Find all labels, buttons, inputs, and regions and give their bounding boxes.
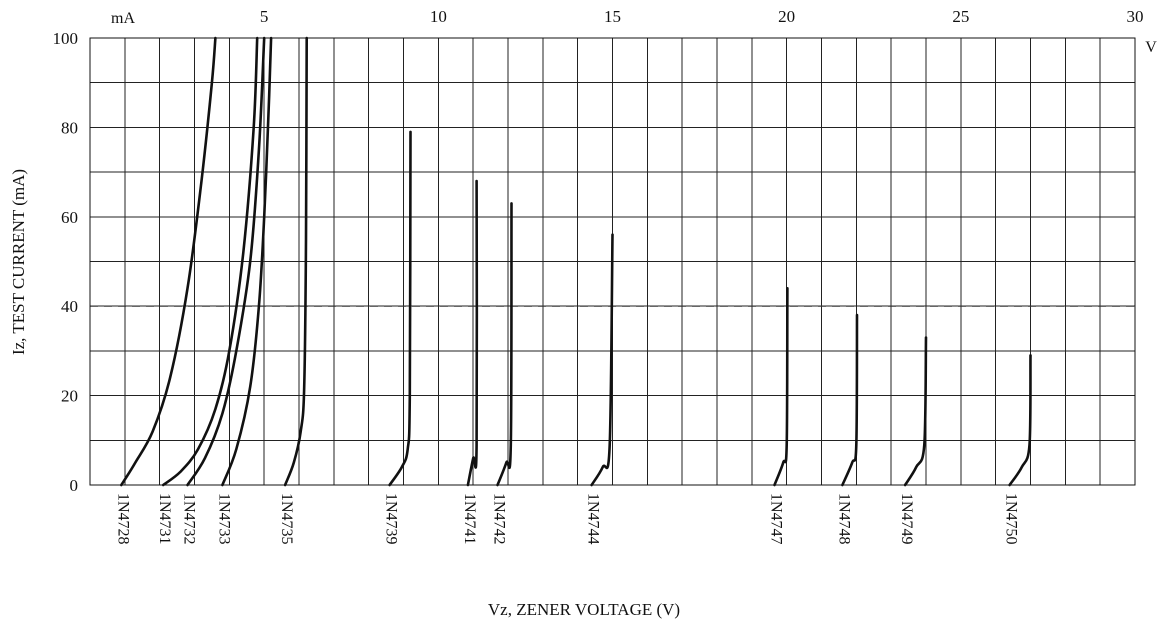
part-label-1n4744: 1N4744 [585,493,602,545]
part-label-1n4733: 1N4733 [215,493,232,545]
part-label-1n4739: 1N4739 [383,493,400,545]
part-label-1n4748: 1N4748 [835,493,852,545]
x-axis-title: Vz, ZENER VOLTAGE (V) [488,600,680,619]
part-label-1n4749: 1N4749 [898,493,915,545]
curve-1n4739 [388,130,412,487]
part-label-1n4742: 1N4742 [491,493,508,545]
part-label-1n4741: 1N4741 [461,493,478,545]
y-tick-label: 60 [61,208,78,227]
part-label-1n4732: 1N4732 [181,493,198,545]
part-label-1n4750: 1N4750 [1003,493,1020,545]
curves [120,36,1032,487]
curve-1n4735 [283,36,308,487]
x-tick-label: 5 [260,7,269,26]
y-axis-title: Iz, TEST CURRENT (mA) [9,169,28,355]
curve-1n4749 [903,336,928,487]
part-labels: 1N4728 1N4731 1N4732 1N4733 1N4735 1N4739 1N47… [114,493,1019,545]
curve-1n4732 [186,36,266,487]
y-tick-label: 100 [53,29,79,48]
curve-1n4728 [120,36,217,487]
curve-1n4747 [773,287,789,487]
y-tick-label: 80 [61,118,78,137]
grid [90,38,1135,485]
y-unit-label: mA [111,10,135,27]
curve-1n4750 [1008,354,1032,487]
y-tick-label: 0 [70,476,79,495]
x-tick-label: 25 [952,7,969,26]
x-tick-label: 10 [430,7,447,26]
y-tick-labels: 0 20 40 60 80 100 [53,29,79,495]
curve-1n4748 [841,313,859,487]
curve-1n4744 [590,233,614,487]
y-tick-label: 20 [61,387,78,406]
curve-1n4733 [221,36,273,487]
part-label-1n4747: 1N4747 [768,493,785,545]
plot-frame [89,37,1136,486]
x-tick-labels: 5 10 15 20 25 30 [260,7,1144,26]
curve-1n4742 [496,202,513,487]
y-tick-label: 40 [61,297,78,316]
curve-1n4741 [466,179,479,487]
curve-1n4731 [161,36,259,487]
x-tick-label: 15 [604,7,621,26]
part-label-1n4735: 1N4735 [278,493,295,545]
x-unit-label: V [1145,39,1157,56]
x-tick-label: 20 [778,7,795,26]
part-label-1n4731: 1N4731 [156,493,173,545]
part-label-1n4728: 1N4728 [114,493,131,545]
x-tick-label: 30 [1127,7,1144,26]
